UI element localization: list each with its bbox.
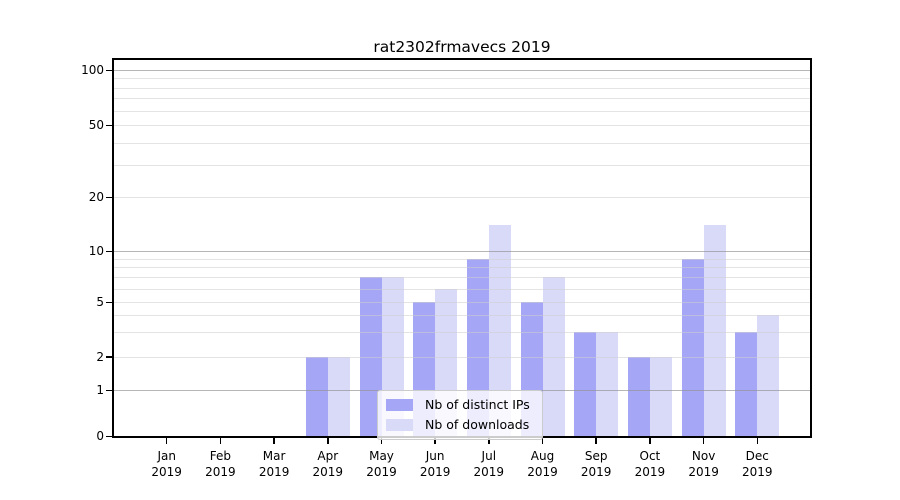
legend-label-distinct-ips: Nb of distinct IPs (425, 397, 530, 412)
x-tick-aug (541, 438, 544, 444)
bar-downloads-oct (649, 356, 672, 436)
y-tick-5 (106, 301, 112, 304)
bar-downloads-nov (703, 224, 726, 436)
bar-distinct-ips-oct (627, 356, 650, 436)
x-tick-label-mar: Mar 2019 (258, 449, 290, 479)
legend-item-downloads: Nb of downloads (386, 418, 530, 432)
x-tick-oct (649, 438, 651, 444)
bar-downloads-dec (757, 315, 780, 436)
y-tick-1 (106, 389, 112, 392)
chart-title: rat2302frmavecs 2019 (373, 38, 551, 56)
x-tick-label-sep: Sep 2019 (580, 449, 612, 479)
x-tick-mar (273, 438, 275, 444)
y-tick-20 (106, 196, 112, 199)
x-tick-apr (327, 438, 329, 444)
plot-area (112, 58, 812, 438)
legend-swatch-distinct-ips (386, 399, 413, 411)
legend: Nb of distinct IPs Nb of downloads (377, 390, 543, 440)
y-tick-label-20: 20 (88, 190, 104, 205)
y-tick-50 (106, 124, 112, 127)
x-tick-nov (702, 438, 705, 444)
bar-downloads-apr (327, 356, 350, 436)
bar-distinct-ips-sep (574, 332, 597, 436)
legend-swatch-downloads (386, 419, 413, 431)
x-tick-label-oct: Oct 2019 (634, 449, 666, 479)
x-tick-label-nov: Nov 2019 (688, 449, 719, 479)
y-tick-0 (106, 435, 112, 438)
bar-downloads-aug (542, 277, 565, 436)
legend-item-distinct-ips: Nb of distinct IPs (386, 398, 530, 412)
x-tick-label-dec: Dec 2019 (742, 449, 773, 479)
y-tick-label-10: 10 (88, 244, 104, 259)
y-tick-label-1: 1 (96, 383, 104, 398)
x-tick-dec (756, 438, 759, 444)
x-tick-label-jun: Jun 2019 (419, 449, 451, 479)
bar-distinct-ips-apr (305, 356, 328, 436)
x-tick-label-jan: Jan 2019 (151, 449, 182, 479)
y-tick-2 (106, 356, 112, 358)
y-tick-label-2: 2 (96, 349, 104, 364)
bar-distinct-ips-dec (735, 332, 758, 436)
y-tick-10 (106, 250, 112, 253)
x-tick-may (380, 438, 383, 444)
x-tick-label-may: May 2019 (366, 449, 397, 479)
y-tick-label-50: 50 (88, 118, 104, 133)
y-tick-label-100: 100 (81, 63, 104, 78)
bar-distinct-ips-nov (681, 258, 704, 436)
bars-layer (114, 60, 810, 436)
bar-downloads-sep (596, 332, 619, 436)
x-tick-jul (488, 438, 490, 444)
y-tick-100 (106, 69, 112, 72)
x-tick-jun (434, 438, 436, 444)
x-tick-label-jul: Jul 2019 (473, 449, 505, 479)
legend-label-downloads: Nb of downloads (425, 417, 530, 432)
x-tick-sep (595, 438, 597, 444)
x-tick-label-apr: Apr 2019 (312, 449, 344, 479)
y-tick-label-0: 0 (96, 429, 104, 444)
y-tick-label-5: 5 (96, 295, 104, 310)
x-tick-label-feb: Feb 2019 (205, 449, 236, 479)
x-tick-label-aug: Aug 2019 (527, 449, 558, 479)
x-tick-feb (219, 438, 222, 444)
x-tick-jan (165, 438, 168, 444)
